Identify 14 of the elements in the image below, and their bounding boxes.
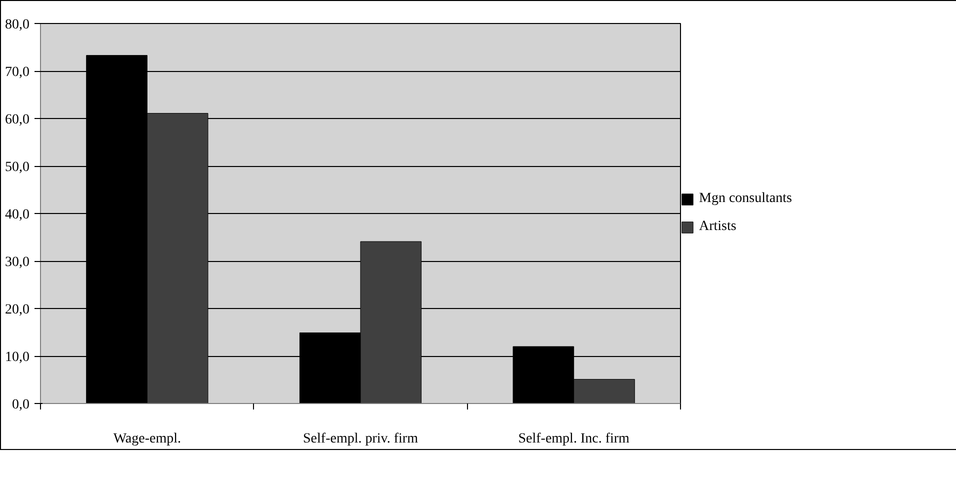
- y-tick-label: 20,0: [5, 302, 30, 318]
- y-tick-label: 30,0: [5, 255, 30, 270]
- y-tick-label: 70,0: [5, 65, 30, 80]
- y-tick-label: 40,0: [5, 208, 30, 222]
- y-tick-label: 10,0: [5, 350, 30, 365]
- y-tick-label: 80,0: [5, 18, 30, 32]
- x-tick-label: Self-empl. priv. firm: [303, 432, 418, 446]
- x-tick-label: Wage-empl.: [113, 432, 182, 446]
- y-tick-label: 60,0: [5, 112, 30, 128]
- legend-label: Artists: [699, 219, 736, 235]
- y-tick-label: 0,0: [12, 398, 30, 412]
- y-tick-label: 50,0: [5, 160, 30, 175]
- x-tick-label: Self-empl. Inc. firm: [518, 432, 630, 446]
- legend-label: Mgn consultants: [699, 191, 792, 207]
